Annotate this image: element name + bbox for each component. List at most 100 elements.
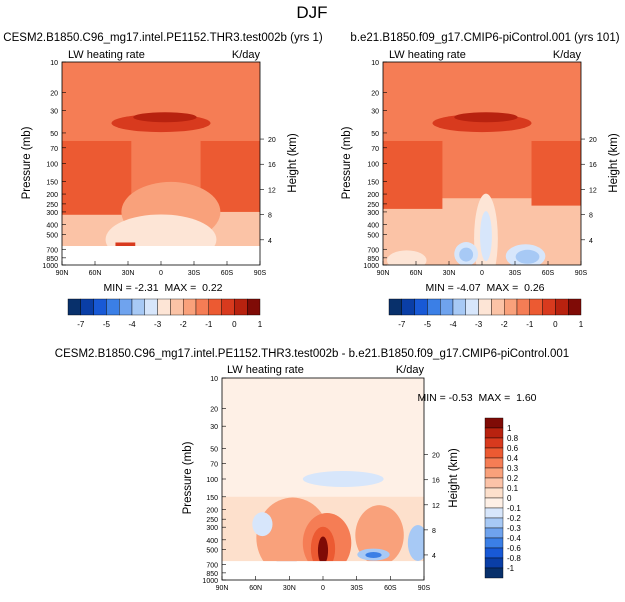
- pressure-tick-label: 70: [210, 461, 218, 468]
- colorbar-swatch: [484, 517, 504, 529]
- latitude-tick-label: 90N: [216, 585, 229, 592]
- panel-3-contour-region: [252, 512, 273, 537]
- figure-title: DJF: [296, 3, 327, 22]
- pressure-tick-label: 700: [206, 562, 218, 569]
- colorbar-swatch: [478, 298, 492, 316]
- panel-1-left-label: LW heating rate: [68, 49, 145, 61]
- panel-3-contour-region: [302, 471, 384, 487]
- colorbar-swatch: [246, 298, 261, 316]
- panel-3-contour-field: [222, 378, 424, 580]
- colorbar-label: -7: [398, 320, 406, 329]
- pressure-tick-label: 300: [46, 210, 58, 217]
- colorbar-label: 0.6: [507, 444, 519, 453]
- height-tick-label: 4: [589, 238, 593, 245]
- pressure-tick-label: 100: [367, 162, 379, 169]
- latitude-tick-label: 0: [159, 270, 163, 277]
- panel-1-latitude-axis: 90N 60N 30N 0 30S 60S 90S: [56, 261, 267, 277]
- pressure-tick-label: 250: [206, 517, 218, 524]
- panel-1-title: CESM2.B1850.C96_mg17.intel.PE1152.THR3.t…: [3, 32, 323, 44]
- height-tick-label: 16: [589, 162, 597, 169]
- colorbar-label: -1: [507, 564, 515, 573]
- height-tick-label: 16: [432, 478, 440, 485]
- colorbar-swatch: [529, 298, 543, 316]
- colorbar-label: -4: [449, 320, 457, 329]
- colorbar-label: -2: [501, 320, 509, 329]
- colorbar-swatch: [221, 298, 235, 316]
- panel-2-contour-region: [480, 211, 492, 262]
- height-tick-label: 20: [432, 453, 440, 460]
- pressure-tick-label: 30: [50, 108, 58, 115]
- pressure-tick-label: 10: [210, 376, 218, 383]
- colorbar-label: -0.6: [507, 544, 521, 553]
- colorbar-label: -0.3: [507, 524, 521, 533]
- colorbar-label: -7: [77, 320, 85, 329]
- pressure-tick-label: 500: [46, 232, 58, 239]
- pressure-tick-label: 300: [367, 210, 379, 217]
- pressure-tick-label: 1000: [363, 263, 379, 270]
- pressure-tick-label: 850: [206, 571, 218, 578]
- panel-3-ylabel-right: Height (km): [448, 448, 460, 508]
- colorbar-label: 0: [232, 320, 237, 329]
- height-tick-label: 12: [268, 187, 276, 194]
- colorbar-label: 0.2: [507, 474, 519, 483]
- colorbar-label: -3: [475, 320, 483, 329]
- latitude-tick-label: 0: [321, 585, 325, 592]
- colorbar-swatch: [484, 487, 504, 499]
- colorbar-swatch: [388, 298, 403, 316]
- colorbar-swatch: [93, 298, 107, 316]
- colorbar-label: -5: [424, 320, 432, 329]
- height-tick-label: 4: [432, 553, 436, 560]
- height-tick-label: 20: [589, 137, 597, 144]
- colorbar-swatch: [80, 298, 94, 316]
- pressure-tick-label: 300: [206, 525, 218, 532]
- height-tick-label: 4: [268, 238, 272, 245]
- height-tick-label: 8: [432, 528, 436, 535]
- colorbar-swatch: [491, 298, 505, 316]
- pressure-tick-label: 70: [371, 146, 379, 153]
- colorbar-swatch: [484, 497, 504, 509]
- panel-2-ylabel-right: Height (km): [608, 133, 620, 193]
- colorbar-swatch: [542, 298, 556, 316]
- height-tick-label: 20: [268, 137, 276, 144]
- panel-3: CESM2.B1850.C96_mg17.intel.PE1152.THR3.t…: [55, 348, 569, 592]
- pressure-tick-label: 10: [50, 60, 58, 67]
- pressure-tick-label: 500: [206, 548, 218, 555]
- panel-3-right-label: K/day: [396, 364, 425, 376]
- panel-1-contour-region: [133, 112, 197, 123]
- panel-1-height-axis: 20 16 12 8 4: [260, 137, 276, 245]
- pressure-tick-label: 250: [367, 202, 379, 209]
- panel-3-ylabel: Pressure (mb): [182, 441, 194, 514]
- panel-1-colorbar: -7 -5 -4 -3 -2 -1 0 1: [67, 298, 263, 329]
- colorbar-swatch: [484, 427, 504, 439]
- pressure-tick-label: 200: [367, 192, 379, 199]
- panel-1: CESM2.B1850.C96_mg17.intel.PE1152.THR3.t…: [3, 32, 323, 329]
- panel-2-contour-region: [383, 140, 443, 209]
- panel-2-contour-region: [459, 247, 474, 262]
- latitude-tick-label: 90N: [377, 270, 390, 277]
- pressure-tick-label: 200: [206, 507, 218, 514]
- pressure-tick-label: 250: [46, 202, 58, 209]
- panel-1-contour-region: [115, 242, 136, 250]
- colorbar-label: 0.8: [507, 434, 519, 443]
- colorbar-label: -3: [154, 320, 162, 329]
- latitude-tick-label: 60N: [249, 585, 262, 592]
- panel-1-stats: MIN = -2.31 MAX = 0.22: [103, 282, 222, 294]
- pressure-tick-label: 1000: [202, 578, 218, 585]
- panel-2: b.e21.B1850.f09_g17.CMIP6-piControl.001 …: [341, 32, 620, 329]
- pressure-tick-label: 100: [206, 477, 218, 484]
- panel-1-missing-data: [62, 246, 260, 265]
- colorbar-swatch: [484, 457, 504, 469]
- pressure-tick-label: 700: [367, 247, 379, 254]
- panel-3-contour-region: [317, 536, 329, 565]
- pressure-tick-label: 100: [46, 162, 58, 169]
- latitude-tick-label: 0: [480, 270, 484, 277]
- colorbar-swatch: [465, 298, 479, 316]
- colorbar-label: 0: [507, 494, 512, 503]
- panel-2-stats: MIN = -4.07 MAX = 0.26: [425, 282, 544, 294]
- panel-1-ylabel: Pressure (mb): [21, 126, 33, 199]
- pressure-tick-label: 850: [367, 256, 379, 263]
- colorbar-label: 1: [507, 424, 512, 433]
- latitude-tick-label: 30N: [122, 270, 135, 277]
- colorbar-label: -1: [205, 320, 213, 329]
